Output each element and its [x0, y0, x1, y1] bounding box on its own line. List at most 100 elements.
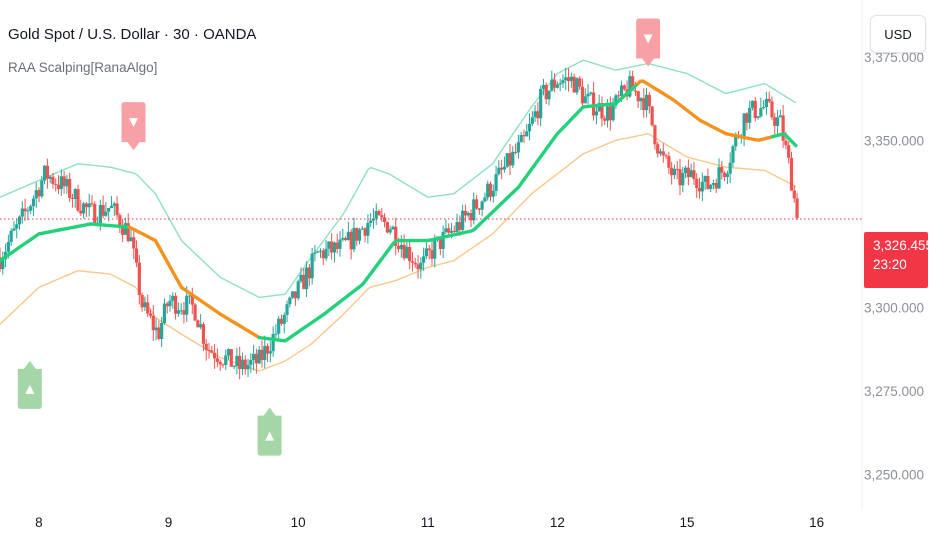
candle-body	[285, 304, 289, 315]
candle-body	[494, 174, 498, 191]
candle-body	[472, 199, 476, 221]
candle-body	[399, 244, 403, 250]
candle-body	[678, 169, 682, 186]
symbol-title[interactable]: Gold Spot / U.S. Dollar · 30 · OANDA	[8, 26, 257, 43]
candle-body	[62, 176, 66, 187]
candle-body	[527, 123, 532, 132]
candle-body	[380, 215, 384, 218]
candle-body	[335, 242, 339, 249]
candle-body	[115, 203, 119, 216]
candle-body	[762, 106, 766, 109]
candle-body	[59, 176, 63, 190]
candle-body	[541, 84, 546, 89]
candle-body	[722, 172, 727, 177]
candle-body	[98, 204, 102, 224]
x-tick-label: 11	[421, 515, 435, 530]
candle-body	[137, 262, 141, 295]
candle-body	[324, 248, 328, 259]
candle-body	[123, 223, 128, 235]
candle-body	[173, 295, 178, 314]
candle-body	[748, 107, 752, 123]
candle-body	[316, 251, 320, 253]
candle-body	[332, 242, 337, 253]
candle-body	[1, 259, 5, 270]
candle-body	[291, 291, 295, 298]
candle-body	[589, 92, 593, 94]
candle-body	[711, 182, 716, 185]
candle-body	[650, 106, 654, 126]
candle-body	[580, 86, 585, 104]
candle-body	[388, 229, 392, 233]
candle-body	[394, 226, 398, 246]
candle-body	[427, 248, 431, 251]
candle-body	[519, 135, 523, 143]
candle-body	[204, 343, 208, 350]
candle-body	[564, 77, 568, 81]
candle-body	[720, 167, 724, 173]
candle-body	[600, 103, 604, 119]
candle-body	[544, 84, 548, 100]
candle-body	[179, 310, 183, 312]
candle-body	[628, 76, 632, 97]
candle-body	[260, 349, 264, 360]
candle-body	[341, 237, 345, 240]
candle-body	[731, 146, 735, 163]
candle-body	[438, 236, 442, 249]
candle-body	[789, 157, 794, 191]
candle-body	[385, 222, 389, 233]
sell-signal-marker	[636, 18, 661, 67]
candle-body	[775, 117, 780, 126]
candle-body	[455, 221, 459, 232]
candle-body	[759, 108, 763, 117]
candle-body	[583, 96, 587, 104]
x-tick-label: 15	[679, 515, 694, 530]
candle-body	[717, 167, 721, 189]
candle-body	[422, 256, 426, 263]
candle-body	[243, 359, 247, 370]
candle-body	[12, 228, 16, 231]
candle-body	[413, 262, 417, 265]
candle-body	[619, 85, 624, 97]
candle-body	[87, 203, 91, 208]
currency-button[interactable]: USD	[870, 15, 926, 53]
candle-body	[572, 76, 576, 93]
upper-band-line	[0, 59, 797, 299]
trend-line	[0, 79, 864, 343]
candle-body	[160, 322, 164, 339]
candle-body	[201, 324, 206, 344]
candle-body	[750, 100, 755, 108]
candle-body	[408, 246, 412, 262]
candle-body	[681, 173, 685, 186]
candle-body	[480, 201, 484, 210]
candle-body	[338, 239, 342, 249]
candle-body	[252, 353, 256, 360]
candle-body	[355, 227, 359, 241]
candle-body	[764, 98, 769, 107]
candle-body	[187, 295, 192, 297]
candle-body	[458, 221, 462, 230]
candle-body	[416, 264, 420, 270]
signal-markers	[17, 18, 661, 456]
indicator-bands	[0, 59, 797, 372]
candle-body	[477, 208, 481, 210]
arrow-up-icon	[25, 384, 35, 394]
candle-body	[65, 179, 69, 187]
candle-body	[182, 310, 186, 315]
candle-body	[304, 267, 309, 290]
sell-signal-marker	[121, 102, 146, 151]
candle-body	[639, 98, 643, 102]
candle-body	[190, 295, 194, 305]
candle-body	[229, 349, 233, 367]
candle-body	[151, 315, 155, 331]
candle-body	[193, 304, 197, 321]
indicator-label[interactable]: RAA Scalping[RanaAlgo]	[8, 60, 158, 75]
lower-band-line	[0, 132, 797, 372]
candle-body	[377, 210, 381, 216]
candle-body	[121, 226, 125, 235]
candle-body	[212, 352, 217, 359]
candle-body	[447, 228, 451, 233]
candle-body	[745, 113, 749, 123]
candle-body	[511, 151, 515, 166]
candle-body	[42, 165, 47, 181]
